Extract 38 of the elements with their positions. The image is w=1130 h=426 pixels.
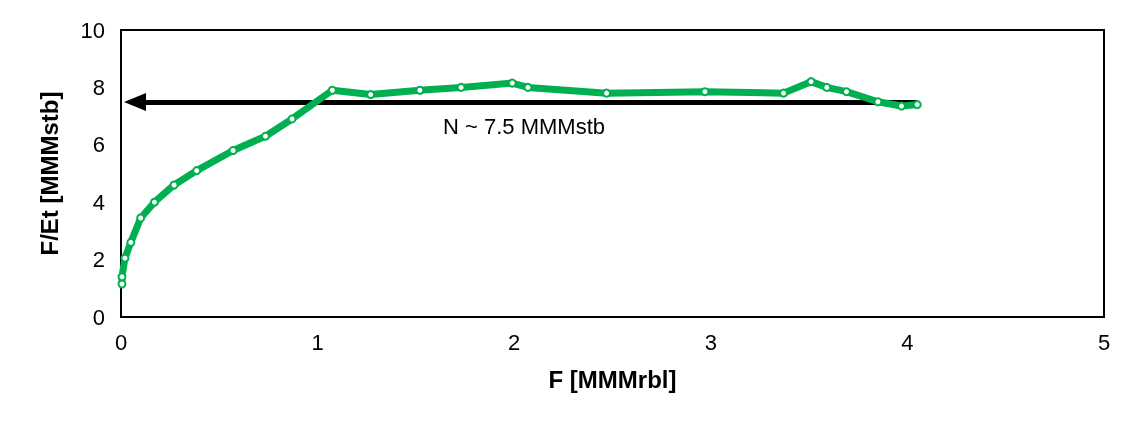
point	[287, 114, 297, 124]
point	[327, 85, 337, 95]
y-tick-label: 2	[92, 247, 105, 273]
x-tick-label: 0	[114, 329, 128, 355]
point	[456, 82, 466, 92]
y-tick-label: 4	[92, 189, 105, 215]
point	[117, 279, 127, 289]
x-tick-label: 1	[311, 329, 324, 355]
point	[169, 180, 179, 190]
y-tick-label: 8	[92, 74, 105, 100]
x-axis-title: F [MMMrbl]	[548, 365, 677, 393]
point	[149, 197, 159, 207]
y-tick-label: 6	[92, 132, 105, 158]
ref-line-label: N ~ 7.5 MMMstb	[443, 114, 606, 140]
point	[126, 237, 136, 247]
y-axis-title: F/Et [MMMstb]	[35, 91, 63, 256]
x-tick-label: 2	[508, 329, 521, 355]
x-tick-label: 5	[1097, 329, 1111, 355]
y-tick-label: 10	[80, 17, 105, 43]
point	[136, 213, 146, 223]
point	[779, 88, 789, 98]
x-tick-label: 4	[901, 329, 914, 355]
point	[192, 166, 202, 176]
point	[873, 97, 883, 107]
point	[366, 90, 376, 100]
x-tick-label: 3	[704, 329, 717, 355]
point	[897, 101, 906, 111]
point	[841, 87, 851, 97]
y-tick-label: 0	[92, 304, 105, 330]
point	[822, 82, 832, 92]
point	[415, 85, 425, 95]
point	[120, 253, 130, 263]
point	[117, 272, 127, 282]
point	[261, 131, 270, 141]
point	[806, 77, 816, 87]
point	[523, 82, 533, 92]
point	[912, 100, 922, 110]
point	[228, 146, 238, 156]
